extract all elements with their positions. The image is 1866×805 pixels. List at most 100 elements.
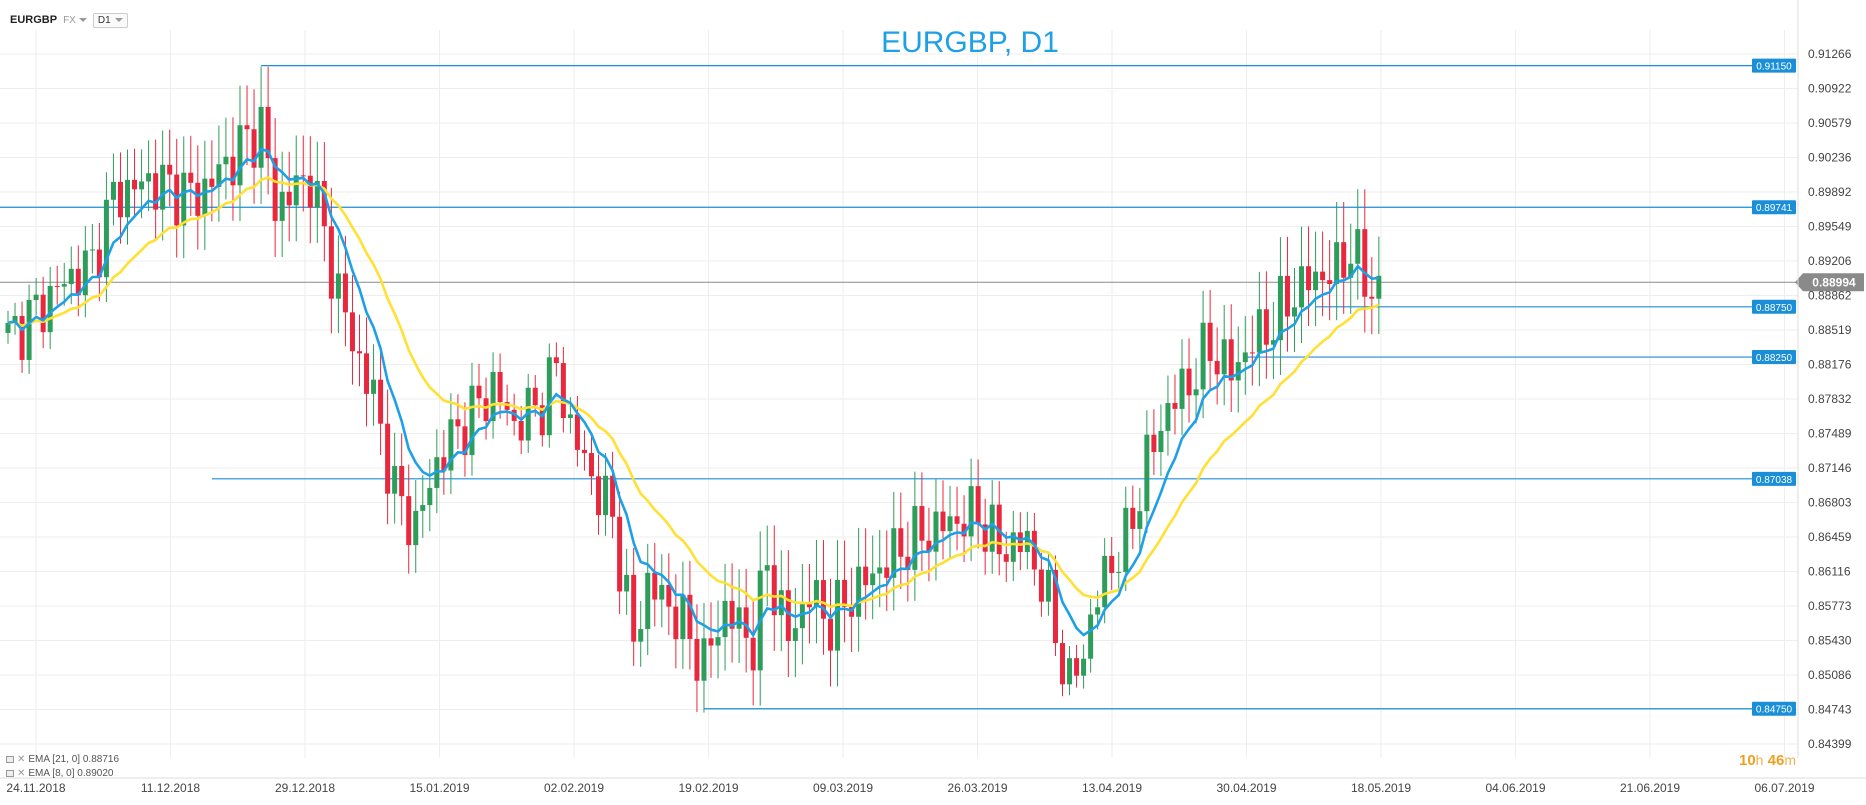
candle-body — [863, 566, 869, 586]
candle-body — [539, 405, 545, 436]
y-tick-label: 0.88519 — [1808, 323, 1852, 337]
x-tick-label: 06.07.2019 — [1754, 781, 1814, 795]
x-tick-label: 29.12.2018 — [275, 781, 335, 795]
candle — [357, 314, 362, 387]
candle — [1263, 271, 1269, 379]
candle-body — [1060, 643, 1065, 685]
candle — [1256, 271, 1262, 387]
candle — [1193, 358, 1199, 424]
market-selector[interactable]: FX — [63, 15, 87, 26]
candle-body — [1137, 511, 1143, 529]
candle — [961, 495, 967, 563]
candle — [1277, 237, 1283, 376]
candle-body — [483, 398, 489, 422]
candle — [12, 302, 18, 335]
legend-settings-icon[interactable] — [6, 756, 14, 763]
x-tick-label: 18.05.2019 — [1351, 781, 1411, 795]
candle — [1031, 512, 1037, 586]
candle — [553, 342, 559, 377]
candle — [188, 135, 194, 217]
candle-body — [1376, 275, 1382, 299]
candle-body — [371, 379, 377, 394]
candle — [518, 405, 524, 455]
candle — [1207, 289, 1213, 391]
candle — [764, 525, 770, 607]
candle — [546, 343, 552, 448]
candle-body — [146, 173, 152, 182]
legend-ema8[interactable]: ✕ EMA [8, 0] 0.89020 — [6, 768, 113, 779]
candle-body — [237, 125, 243, 186]
candle — [1249, 315, 1255, 386]
chart-title: EURGBP, D1 — [881, 26, 1059, 59]
candle-body — [1186, 368, 1192, 396]
candle — [666, 553, 672, 636]
close-icon[interactable]: ✕ — [17, 768, 26, 779]
candle — [1369, 257, 1375, 335]
candle-body — [1038, 569, 1044, 602]
candle — [476, 363, 482, 418]
y-tick-label: 0.90236 — [1808, 151, 1852, 165]
candle — [736, 569, 742, 664]
candle — [1144, 410, 1150, 534]
close-icon[interactable]: ✕ — [17, 754, 26, 765]
candle-body — [701, 638, 707, 681]
candle — [1242, 316, 1248, 395]
candle — [160, 130, 166, 241]
y-tick-label: 0.86803 — [1808, 496, 1852, 510]
ema21-line — [7, 176, 1380, 609]
y-tick-label: 0.87146 — [1808, 461, 1852, 475]
candle-body — [82, 250, 88, 296]
candle — [1348, 223, 1354, 314]
candle — [1172, 374, 1178, 435]
candle — [167, 129, 173, 207]
x-tick-label: 19.02.2019 — [678, 781, 738, 795]
candle-body — [251, 129, 257, 168]
candle — [645, 543, 651, 656]
candle — [19, 301, 25, 373]
candle — [314, 141, 320, 243]
candle — [371, 344, 377, 426]
candle-body — [321, 180, 327, 227]
candle — [195, 145, 201, 250]
level-label: 0.88750 — [1756, 303, 1793, 314]
candle-body — [835, 579, 841, 651]
candle — [251, 89, 257, 204]
y-tick-label: 0.89892 — [1808, 185, 1852, 199]
ema8-line — [7, 147, 1380, 638]
x-tick-label: 24.11.2018 — [6, 781, 65, 795]
candle-body — [666, 584, 672, 607]
candle-body — [26, 300, 32, 360]
candle — [272, 117, 278, 258]
candle — [940, 480, 946, 560]
candle-body — [1306, 266, 1312, 291]
candle-body — [174, 174, 180, 226]
candle-body — [588, 453, 594, 477]
candle — [1235, 326, 1241, 413]
x-tick-label: 30.04.2019 — [1216, 781, 1276, 795]
candle — [385, 389, 391, 525]
candle — [905, 521, 911, 602]
y-tick-label: 0.89549 — [1808, 220, 1852, 234]
level-badge — [1752, 471, 1796, 486]
candle — [1313, 231, 1319, 327]
symbol-label[interactable]: EURGBP — [10, 14, 58, 26]
timeframe-selector[interactable]: D1 — [92, 12, 128, 28]
candle-body — [518, 420, 524, 441]
candle-body — [743, 607, 749, 638]
candle-countdown: 10h 46m — [1739, 752, 1796, 769]
candle-body — [828, 618, 834, 651]
candle — [469, 362, 475, 476]
candle-body — [40, 294, 46, 333]
candle — [61, 262, 67, 306]
candle-body — [455, 419, 461, 427]
legend-settings-icon[interactable] — [6, 770, 14, 777]
candle — [1088, 599, 1094, 673]
candle-body — [406, 496, 412, 546]
candle — [617, 491, 623, 614]
y-tick-label: 0.89206 — [1808, 254, 1852, 268]
timer-minutes-unit: m — [1784, 752, 1796, 768]
legend-ema21[interactable]: ✕ EMA [21, 0] 0.88716 — [6, 754, 119, 765]
candle-body — [132, 179, 138, 190]
candle — [631, 547, 637, 666]
